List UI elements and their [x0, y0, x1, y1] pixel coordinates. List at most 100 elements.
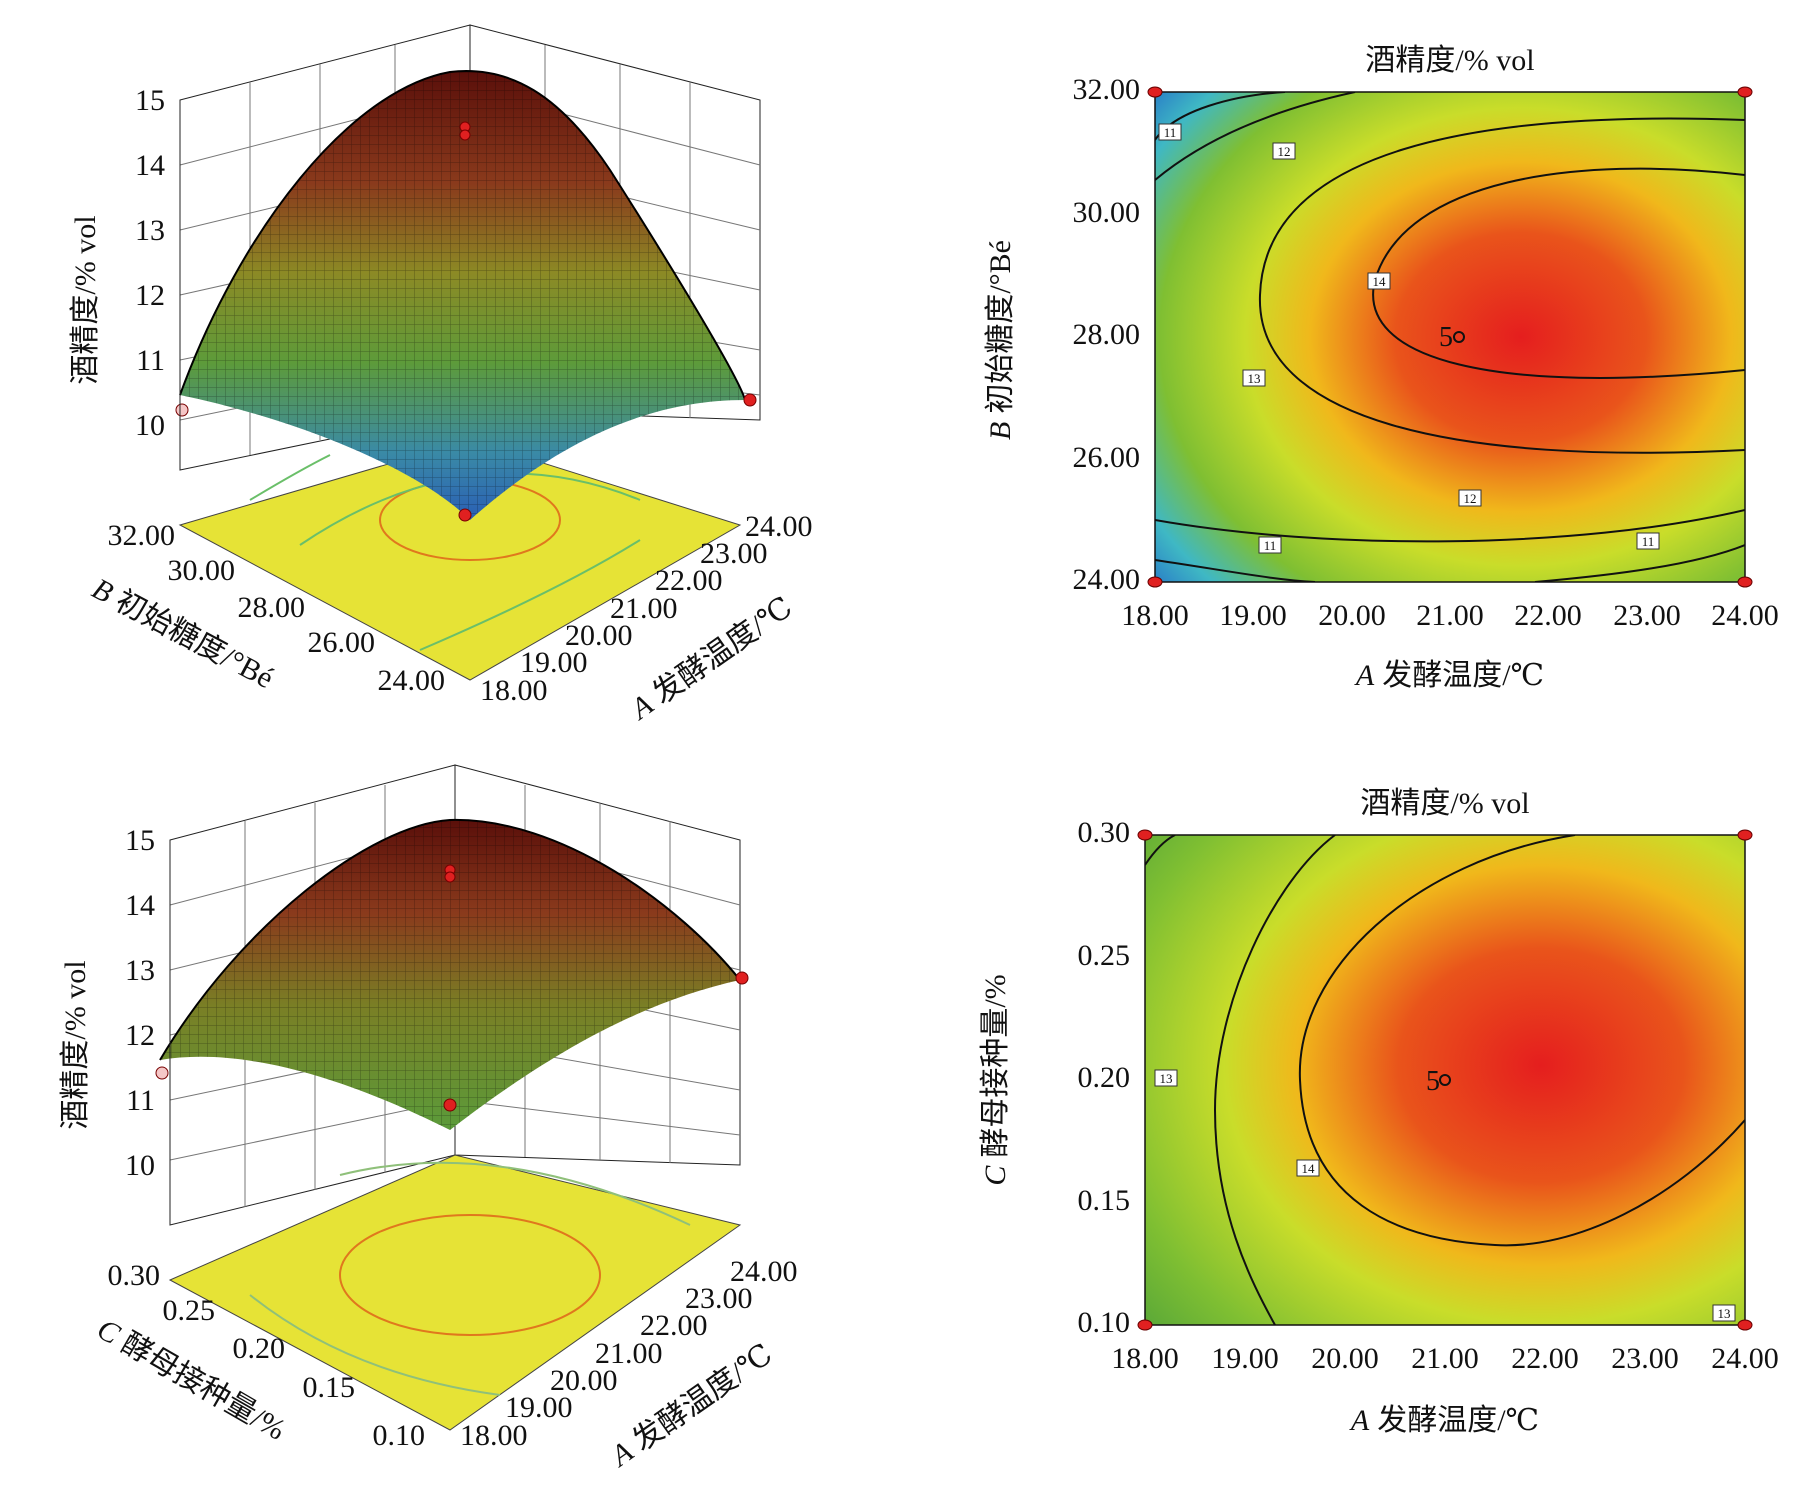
- contour-label: 12: [1272, 142, 1296, 160]
- contour-plot-ac: 酒精度/% vol 14 13 13 5 0.30 0.25 0.20 0.15…: [975, 780, 1795, 1460]
- svg-text:12: 12: [1464, 491, 1477, 506]
- y-tick: 0.30: [108, 1259, 161, 1292]
- x-tick: 23.00: [700, 537, 768, 570]
- svg-text:5: 5: [1439, 322, 1453, 353]
- contour-label: 11: [1636, 532, 1660, 550]
- y-axis-label: C酵母接种量/%: [979, 974, 1012, 1185]
- x-tick: 18.00: [1121, 599, 1189, 632]
- z-axis: 15 14 13 12 11 10 酒精度/% vol: [59, 824, 171, 1225]
- x-tick: 19.00: [520, 646, 588, 679]
- contour-label: 14: [1296, 1159, 1320, 1177]
- z-tick: 15: [125, 824, 155, 857]
- svg-text:14: 14: [1373, 274, 1387, 289]
- svg-text:13: 13: [1248, 371, 1261, 386]
- y-tick: 0.25: [163, 1294, 216, 1327]
- y-axis: 32.00 30.00 28.00 26.00 24.00 B初始糖度/°Bé: [984, 73, 1140, 596]
- contour-plot-ab: 酒精度/% vol 14 13 12 12 11 11 11 5 3: [975, 40, 1795, 710]
- y-tick: 26.00: [308, 626, 376, 659]
- x-tick: 19.00: [1219, 599, 1287, 632]
- chart-title: 酒精度/% vol: [1360, 787, 1529, 820]
- x-tick: 19.00: [1211, 1342, 1279, 1375]
- svg-text:14: 14: [1302, 1161, 1316, 1176]
- z-tick: 11: [136, 344, 165, 377]
- x-tick: 23.00: [685, 1282, 753, 1315]
- svg-text:11: 11: [1264, 538, 1277, 553]
- x-tick: 24.00: [1711, 1342, 1779, 1375]
- corner-points: [1147, 86, 1753, 588]
- contour-label: 13: [1154, 1069, 1178, 1087]
- y-tick: 32.00: [1073, 73, 1141, 106]
- y-tick: 0.20: [233, 1332, 286, 1365]
- y-axis-label: B初始糖度/°Bé: [984, 240, 1017, 440]
- x-tick: 24.00: [745, 510, 813, 543]
- z-axis-label: 酒精度/% vol: [59, 960, 92, 1129]
- z-tick: 14: [125, 889, 155, 922]
- z-tick: 13: [135, 214, 165, 247]
- y-tick: 30.00: [1073, 196, 1141, 229]
- x-tick: 20.00: [1318, 599, 1386, 632]
- heatmap-field: [1145, 835, 1745, 1325]
- corner-points: [1137, 829, 1753, 1331]
- x-tick: 24.00: [730, 1255, 798, 1288]
- x-tick: 22.00: [1511, 1342, 1579, 1375]
- response-surface: [179, 70, 746, 520]
- plot-frame: [1154, 91, 1746, 583]
- y-tick: 30.00: [168, 554, 236, 587]
- contour-label: 13: [1242, 369, 1266, 387]
- x-tick: 22.00: [655, 564, 723, 597]
- z-tick: 11: [126, 1084, 155, 1117]
- y-tick: 26.00: [1073, 441, 1141, 474]
- x-tick: 20.00: [550, 1364, 618, 1397]
- svg-text:11: 11: [1642, 534, 1655, 549]
- heatmap-field: [1155, 92, 1745, 582]
- design-points: [155, 864, 749, 1112]
- center-point: 5: [1439, 322, 1465, 353]
- chart-title: 酒精度/% vol: [1365, 44, 1534, 77]
- contour-lines: [1145, 835, 1745, 1325]
- contour-label: 11: [1258, 536, 1282, 554]
- x-axis: 18.00 19.00 20.00 21.00 22.00 23.00 24.0…: [1121, 599, 1779, 692]
- contour-label: 11: [1158, 123, 1182, 141]
- svg-text:13: 13: [1160, 1071, 1173, 1086]
- svg-text:5: 5: [1426, 1066, 1440, 1097]
- x-tick: 24.00: [1711, 599, 1779, 632]
- plot-frame: [1144, 834, 1746, 1326]
- z-tick: 12: [125, 1019, 155, 1052]
- contour-labels: 14 13 12 12 11 11 11: [1158, 123, 1660, 554]
- x-tick: 19.00: [505, 1391, 573, 1424]
- x-tick: 21.00: [1416, 599, 1484, 632]
- y-tick: 0.10: [373, 1419, 426, 1452]
- contour-label: 14: [1367, 272, 1391, 290]
- response-surface: [159, 818, 741, 1130]
- center-point: 5: [1426, 1066, 1451, 1097]
- z-tick: 13: [125, 954, 155, 987]
- x-tick: 21.00: [595, 1337, 663, 1370]
- floor-contours: [249, 1161, 691, 1396]
- z-tick: 14: [135, 149, 165, 182]
- x-tick: 23.00: [1611, 1342, 1679, 1375]
- y-tick: 0.10: [1078, 1306, 1131, 1339]
- y-tick: 0.20: [1078, 1061, 1131, 1094]
- z-tick: 15: [135, 84, 165, 117]
- y-tick: 24.00: [1073, 563, 1141, 596]
- x-axis: 18.00 19.00 20.00 21.00 22.00 23.00 24.0…: [1111, 1342, 1779, 1437]
- svg-text:12: 12: [1278, 144, 1291, 159]
- surface-plot-ac: 15 14 13 12 11 10 酒精度/% vol 0.30 0.25 0.…: [0, 755, 840, 1495]
- x-tick: 18.00: [460, 1419, 528, 1452]
- y-tick: 0.25: [1078, 939, 1131, 972]
- surface-plot-ab: 15 14 13 12 11 10 酒精度/% vol 32.00 30.00 …: [0, 0, 840, 730]
- svg-text:11: 11: [1164, 125, 1177, 140]
- contour-label: 12: [1458, 489, 1482, 507]
- x-tick: 18.00: [1111, 1342, 1179, 1375]
- z-tick: 10: [135, 409, 165, 442]
- z-tick: 10: [125, 1149, 155, 1182]
- z-axis: 15 14 13 12 11 10 酒精度/% vol: [69, 84, 181, 470]
- design-points: [175, 121, 757, 522]
- floor-plane: [168, 1154, 742, 1431]
- x-tick: 22.00: [640, 1309, 708, 1342]
- y-tick: 28.00: [238, 591, 306, 624]
- x-tick: 20.00: [1311, 1342, 1379, 1375]
- y-tick: 0.15: [1078, 1184, 1131, 1217]
